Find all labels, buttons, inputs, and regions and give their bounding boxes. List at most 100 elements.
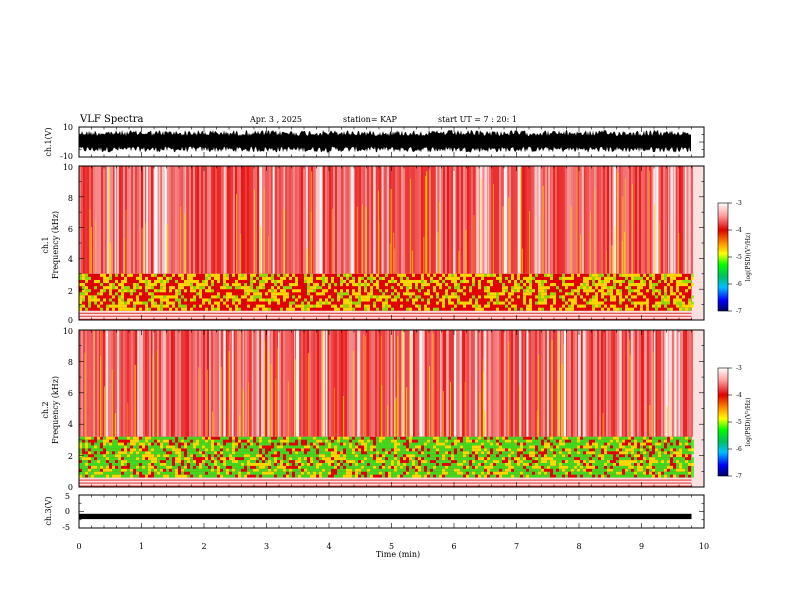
low-band-cell — [172, 273, 175, 277]
low-band-cell — [652, 304, 655, 308]
low-band-cell — [658, 468, 661, 472]
low-band-cell — [484, 295, 487, 299]
low-band-cell — [112, 295, 115, 299]
low-band-cell — [355, 304, 358, 308]
psd-gap — [262, 330, 265, 437]
low-band-cell — [244, 442, 247, 446]
low-band-cell — [598, 460, 601, 464]
low-band-cell — [130, 307, 133, 311]
low-band-cell — [637, 292, 640, 296]
low-band-cell — [106, 471, 109, 475]
low-band-cell — [490, 468, 493, 472]
low-band-cell — [463, 436, 466, 440]
low-band-cell — [118, 460, 121, 464]
low-band-cell — [457, 276, 460, 280]
low-band-cell — [328, 457, 331, 461]
low-band-cell — [127, 457, 130, 461]
low-band-cell — [481, 471, 484, 475]
low-band-cell — [226, 474, 229, 478]
low-band-cell — [553, 448, 556, 452]
low-band-cell — [508, 439, 511, 443]
low-band-cell — [619, 471, 622, 475]
low-band-cell — [211, 457, 214, 461]
low-band-cell — [382, 474, 385, 478]
low-band-cell — [598, 454, 601, 458]
psd-column — [335, 330, 337, 437]
low-band-cell — [160, 454, 163, 458]
low-band-cell — [685, 474, 688, 478]
low-band-cell — [466, 468, 469, 472]
low-band-cell — [115, 463, 118, 466]
low-band-cell — [121, 298, 124, 302]
low-band-cell — [109, 460, 112, 464]
low-band-cell — [502, 289, 505, 293]
low-band-cell — [250, 283, 253, 287]
low-band-cell — [538, 454, 541, 458]
low-band-cell — [343, 273, 346, 277]
low-band-cell — [199, 448, 202, 452]
low-band-cell — [550, 463, 553, 466]
low-band-cell — [463, 445, 466, 449]
low-band-cell — [589, 289, 592, 293]
psd-column — [589, 330, 591, 437]
low-band-cell — [574, 436, 577, 440]
low-band-cell — [112, 436, 115, 440]
low-band-cell — [541, 468, 544, 472]
low-band-cell — [406, 307, 409, 311]
low-band-cell — [400, 471, 403, 475]
low-band-cell — [118, 454, 121, 458]
low-band-cell — [400, 454, 403, 458]
low-band-cell — [589, 436, 592, 440]
low-band-cell — [157, 295, 160, 299]
low-band-cell — [577, 273, 580, 277]
low-band-cell — [232, 273, 235, 277]
low-band-cell — [217, 439, 220, 443]
low-band-cell — [217, 445, 220, 449]
low-band-cell — [580, 442, 583, 446]
low-band-cell — [466, 457, 469, 461]
low-band-cell — [415, 451, 418, 455]
low-band-cell — [403, 474, 406, 478]
sferic-streak — [389, 243, 391, 274]
low-band-cell — [199, 292, 202, 296]
low-band-cell — [100, 273, 103, 277]
low-band-cell — [487, 295, 490, 299]
low-band-cell — [118, 442, 121, 446]
low-band-cell — [358, 301, 361, 305]
low-band-cell — [142, 442, 145, 446]
low-band-cell — [247, 451, 250, 455]
psd-column — [529, 166, 531, 274]
psd-column — [669, 166, 671, 274]
low-band-cell — [604, 439, 607, 443]
low-band-cell — [664, 279, 667, 284]
low-band-cell — [589, 465, 592, 469]
low-band-cell — [667, 460, 670, 464]
psd-column — [629, 166, 631, 274]
low-band-cell — [220, 442, 223, 446]
low-band-cell — [331, 279, 334, 284]
low-band-cell — [382, 454, 385, 458]
low-band-cell — [451, 457, 454, 461]
low-band-cell — [307, 286, 310, 290]
low-band-cell — [136, 276, 139, 280]
low-band-cell — [574, 289, 577, 293]
low-band-cell — [676, 448, 679, 452]
low-band-cell — [400, 276, 403, 280]
low-band-cell — [493, 445, 496, 449]
low-band-cell — [562, 439, 565, 443]
low-band-cell — [289, 436, 292, 440]
low-band-cell — [445, 457, 448, 461]
low-band-cell — [235, 451, 238, 455]
psd-column — [611, 166, 613, 274]
low-band-cell — [118, 436, 121, 440]
low-band-cell — [313, 457, 316, 461]
low-band-cell — [427, 298, 430, 302]
ch1-ytick-2: 2 — [68, 287, 73, 296]
time-axis-label: Time (min) — [376, 550, 420, 559]
low-band-cell — [541, 474, 544, 478]
low-band-cell — [502, 442, 505, 446]
psd-column — [99, 166, 101, 274]
low-band-cell — [235, 442, 238, 446]
low-band-cell — [178, 283, 181, 287]
low-band-cell — [352, 451, 355, 455]
